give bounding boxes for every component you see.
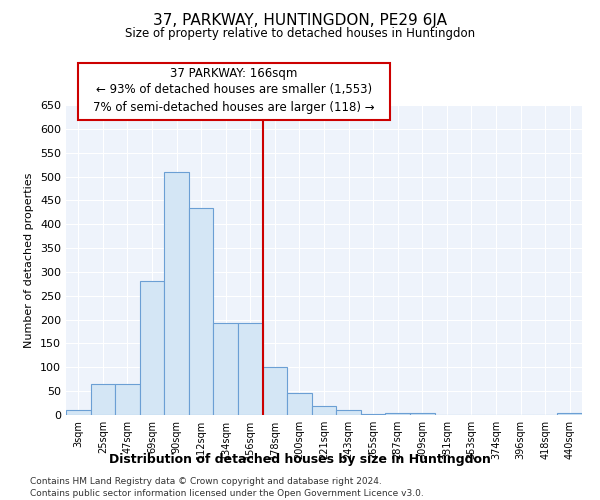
Text: 7% of semi-detached houses are larger (118) →: 7% of semi-detached houses are larger (1…	[93, 102, 375, 114]
Bar	[214, 323, 238, 415]
Bar	[557, 412, 582, 415]
Y-axis label: Number of detached properties: Number of detached properties	[25, 172, 34, 348]
Bar	[189, 208, 214, 415]
Text: Size of property relative to detached houses in Huntingdon: Size of property relative to detached ho…	[125, 28, 475, 40]
Text: 37 PARKWAY: 166sqm: 37 PARKWAY: 166sqm	[170, 66, 298, 80]
Text: Distribution of detached houses by size in Huntingdon: Distribution of detached houses by size …	[109, 452, 491, 466]
Bar	[361, 414, 385, 415]
Bar	[164, 172, 189, 415]
Bar	[287, 393, 312, 415]
Text: Contains public sector information licensed under the Open Government Licence v3: Contains public sector information licen…	[30, 489, 424, 498]
Text: 37, PARKWAY, HUNTINGDON, PE29 6JA: 37, PARKWAY, HUNTINGDON, PE29 6JA	[153, 12, 447, 28]
Bar	[263, 367, 287, 415]
Bar	[410, 412, 434, 415]
Bar	[140, 282, 164, 415]
Bar	[115, 384, 140, 415]
Bar	[336, 410, 361, 415]
Bar	[385, 412, 410, 415]
Bar	[66, 410, 91, 415]
Bar	[91, 384, 115, 415]
Text: Contains HM Land Registry data © Crown copyright and database right 2024.: Contains HM Land Registry data © Crown c…	[30, 478, 382, 486]
Bar	[312, 406, 336, 415]
Bar	[238, 323, 263, 415]
Text: ← 93% of detached houses are smaller (1,553): ← 93% of detached houses are smaller (1,…	[96, 84, 372, 96]
